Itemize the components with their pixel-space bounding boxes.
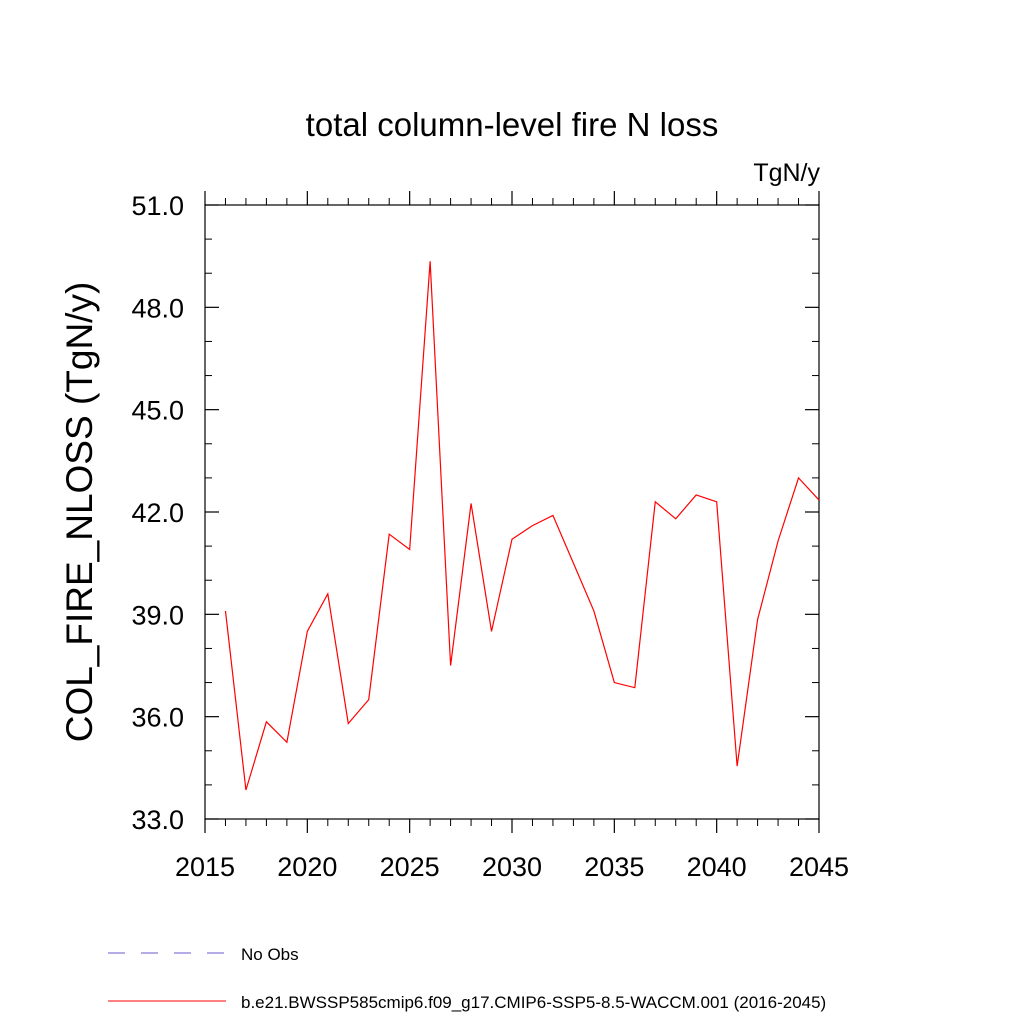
data-point <box>777 540 779 542</box>
y-tick-label: 33.0 <box>131 805 184 835</box>
data-point <box>306 630 308 632</box>
legend-label: No Obs <box>241 945 299 964</box>
data-point <box>757 618 759 620</box>
series-line-0 <box>224 261 820 791</box>
data-point <box>409 549 411 551</box>
x-tick-label: 2040 <box>687 852 747 882</box>
data-point <box>491 630 493 632</box>
data-point <box>388 533 390 535</box>
data-point <box>511 538 513 540</box>
data-point <box>265 721 267 723</box>
x-tick-label: 2045 <box>789 852 849 882</box>
y-tick-label: 51.0 <box>131 191 184 221</box>
x-tick-label: 2025 <box>380 852 440 882</box>
y-tick-label: 42.0 <box>131 498 184 528</box>
data-point <box>695 494 697 496</box>
plot-frame <box>204 204 820 820</box>
data-point <box>572 562 574 564</box>
data-point <box>245 789 247 791</box>
data-point <box>654 501 656 503</box>
data-point <box>531 525 533 527</box>
data-point <box>552 514 554 516</box>
chart-title: total column-level fire N loss <box>306 106 719 143</box>
data-point <box>818 499 820 501</box>
data-point <box>736 765 738 767</box>
x-tick-label: 2030 <box>482 852 542 882</box>
axis-tick-labels: 2015 2020 2025 2030 2035 2040 2045 33.0 36.0 39.0… <box>131 191 849 882</box>
data-point <box>286 741 288 743</box>
x-tick-label: 2015 <box>175 852 235 882</box>
data-point <box>368 699 370 701</box>
y-axis-label: COL_FIRE_NLOSS (TgN/y) <box>59 282 100 743</box>
y-tick-label: 48.0 <box>131 293 184 323</box>
data-point <box>429 260 431 262</box>
data-point <box>470 502 472 504</box>
data-point <box>716 501 718 503</box>
data-point <box>675 518 677 520</box>
data-point <box>634 687 636 689</box>
data-point <box>613 682 615 684</box>
y-tick-label: 45.0 <box>131 396 184 426</box>
y-tick-label: 36.0 <box>131 703 184 733</box>
y-tick-label: 39.0 <box>131 600 184 630</box>
data-point <box>224 610 226 612</box>
x-tick-label: 2035 <box>584 852 644 882</box>
axis-ticks <box>204 191 820 833</box>
data-point <box>450 665 452 667</box>
legend: No Obs b.e21.BWSSP585cmip6.f09_g17.CMIP6-… <box>108 945 826 1012</box>
legend-label: b.e21.BWSSP585cmip6.f09_g17.CMIP6-SSP5-8… <box>241 993 826 1012</box>
data-point <box>327 593 329 595</box>
series-layer <box>224 260 820 791</box>
data-point <box>347 722 349 724</box>
x-tick-label: 2020 <box>277 852 337 882</box>
data-point <box>798 477 800 479</box>
data-point <box>593 610 595 612</box>
units-label: TgN/y <box>753 159 820 187</box>
